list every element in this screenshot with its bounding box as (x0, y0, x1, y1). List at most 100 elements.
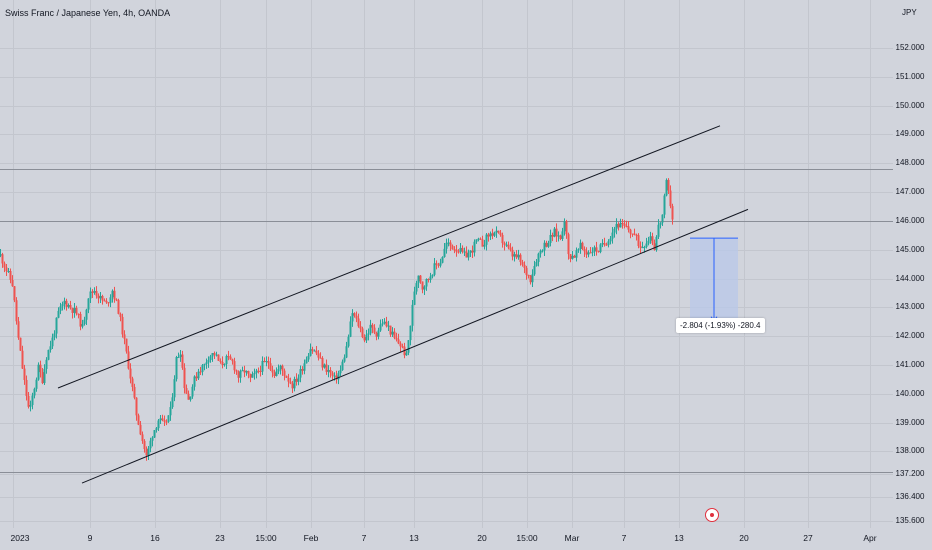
candle-body (503, 243, 506, 245)
candle-body (7, 271, 10, 273)
time-tick-label: Feb (303, 533, 319, 543)
candle-body (465, 251, 468, 258)
candle-body (215, 354, 218, 356)
time-tick-label: 20 (739, 533, 749, 543)
candle-body (113, 290, 116, 300)
candle-body (435, 263, 438, 265)
candle-body (227, 356, 230, 358)
candle-body (0, 254, 2, 256)
horizontal-levels (0, 169, 893, 473)
candle-body (413, 291, 416, 305)
candle-body (219, 360, 222, 362)
candle-body (411, 304, 414, 326)
candles (0, 178, 674, 461)
candle-body (137, 415, 140, 425)
time-tick-label: Apr (863, 533, 877, 543)
candle-body (29, 405, 32, 407)
candle-body (51, 337, 54, 347)
price-tick-label: 152.000 (895, 43, 925, 53)
candle-body (355, 315, 358, 319)
candle-body (165, 421, 168, 423)
candle-body (635, 234, 638, 236)
candle-body (507, 244, 510, 248)
candle-body (147, 448, 150, 456)
time-tick-label: 13 (409, 533, 419, 543)
candle-body (291, 383, 294, 389)
economic-event-icon[interactable] (705, 508, 719, 522)
candle-body (17, 321, 20, 338)
candle-body (655, 236, 658, 250)
candle-body (5, 267, 8, 272)
channel-upper-line (57, 125, 721, 389)
candle-body (337, 373, 340, 380)
trend-channel[interactable] (57, 125, 749, 484)
candle-body (371, 324, 374, 328)
candle-body (281, 365, 284, 371)
candle-body (321, 358, 324, 368)
candle-body (211, 353, 214, 357)
time-tick-label: Mar (564, 533, 580, 543)
candle-body (45, 359, 48, 369)
candle-body (511, 249, 514, 257)
candle-body (205, 362, 208, 364)
candle-body (433, 263, 436, 275)
candle-body (509, 247, 512, 250)
candle-body (551, 234, 554, 237)
price-tick-label: 147.000 (895, 187, 925, 197)
candle-body (303, 363, 306, 371)
candle-body (11, 279, 14, 287)
candle-body (143, 440, 146, 450)
candle-body (225, 356, 228, 365)
candle-body (283, 370, 286, 376)
candle-body (593, 247, 596, 252)
candle-body (221, 361, 224, 365)
price-tick-label: 149.000 (895, 129, 925, 139)
candle-body (203, 363, 206, 366)
candle-body (67, 305, 70, 307)
candle-body (269, 363, 272, 370)
candle-body (275, 371, 278, 377)
candle-body (667, 179, 670, 191)
candle-body (237, 371, 240, 378)
candle-body (243, 370, 246, 373)
candle-body (563, 221, 566, 232)
candle-body (83, 319, 86, 325)
price-tick-label: 148.000 (895, 158, 925, 168)
candle-body (239, 370, 242, 378)
candle-body (571, 255, 574, 259)
candle-body (105, 300, 108, 303)
measure-tool[interactable] (690, 237, 738, 323)
candle-body (125, 338, 128, 352)
candle-body (27, 395, 30, 407)
candle-body (567, 234, 570, 255)
candle-body (641, 247, 644, 249)
candle-body (665, 179, 668, 196)
candle-body (61, 304, 64, 307)
candle-body (587, 252, 590, 255)
candle-body (209, 356, 212, 360)
candle-body (471, 250, 474, 253)
candle-body (235, 370, 238, 372)
price-tick-label: 145.000 (895, 244, 925, 254)
candle-body (423, 286, 426, 290)
candle-body (643, 246, 646, 248)
candle-body (351, 313, 354, 322)
candle-body (299, 369, 302, 378)
candle-body (155, 428, 158, 431)
candle-body (241, 370, 244, 372)
candle-body (217, 354, 220, 361)
candle-body (467, 252, 470, 258)
candle-body (375, 332, 378, 337)
candle-body (323, 364, 326, 368)
candle-body (145, 449, 148, 456)
candle-body (521, 262, 524, 265)
candle-body (393, 331, 396, 338)
time-tick-label: 16 (150, 533, 160, 543)
candle-body (245, 371, 248, 373)
candle-body (501, 234, 504, 244)
candle-body (49, 346, 52, 350)
candle-body (553, 228, 556, 237)
candle-body (69, 305, 72, 309)
